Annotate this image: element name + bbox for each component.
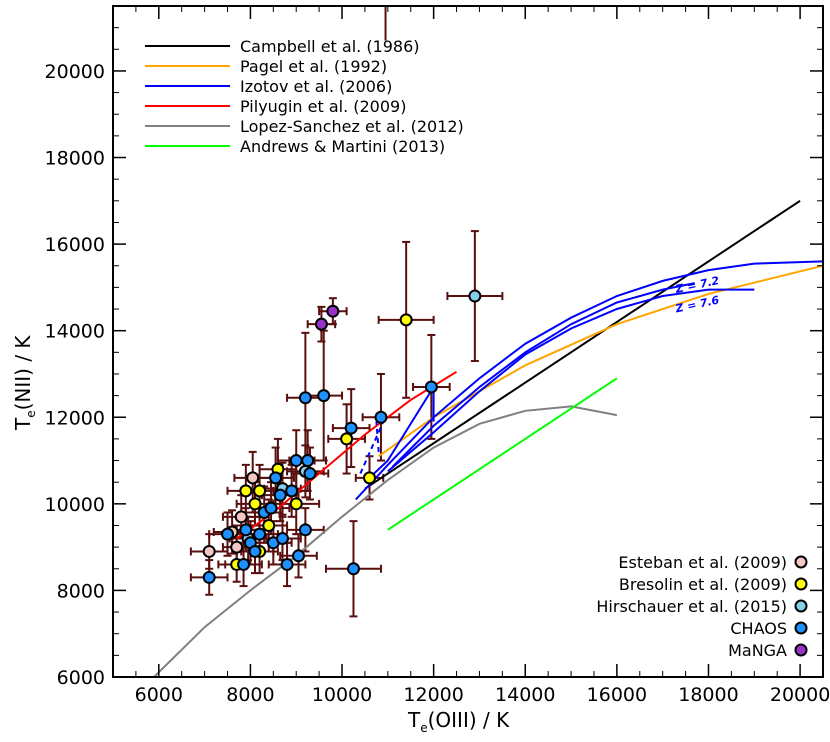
data-point xyxy=(248,497,262,511)
data-point xyxy=(289,454,303,468)
legend-label: Lopez-Sanchez et al. (2012) xyxy=(240,117,464,136)
data-point xyxy=(239,523,253,537)
data-point xyxy=(317,389,331,403)
x-tick-label: 14000 xyxy=(495,684,555,706)
legend-marker xyxy=(794,555,808,569)
data-point xyxy=(221,527,235,541)
x-axis-title-rest: (OIII) / K xyxy=(428,708,510,732)
data-point xyxy=(264,501,278,515)
y-tick-label: 10000 xyxy=(45,494,105,516)
izotov-curve xyxy=(387,288,755,473)
data-point xyxy=(314,317,328,331)
x-tick-label: 8000 xyxy=(226,684,274,706)
data-point xyxy=(269,471,283,485)
y-tick-label: 20000 xyxy=(45,61,105,83)
data-point xyxy=(246,471,260,485)
x-tick-label: 10000 xyxy=(312,684,372,706)
x-tick-label: 16000 xyxy=(587,684,647,706)
x-tick-label: 6000 xyxy=(135,684,183,706)
legend-label: Izotov et al. (2006) xyxy=(240,77,392,96)
x-axis-title: Te(OIII) / K xyxy=(407,708,510,735)
x-axis-title-sub: e xyxy=(420,721,427,735)
legend-marker xyxy=(794,577,808,591)
data-point xyxy=(292,549,306,563)
legend-label: Hirschauer et al. (2015) xyxy=(596,597,787,616)
y-tick-label: 6000 xyxy=(57,667,105,689)
axes: 6000 8000 10000 12000 14000 16000 18000 20000 60… xyxy=(45,5,830,706)
legend-marker xyxy=(794,643,808,657)
relation-curve xyxy=(378,264,823,458)
legend-label: Bresolin et al. (2009) xyxy=(619,575,787,594)
x-tick-label: 12000 xyxy=(403,684,463,706)
data-point xyxy=(468,289,482,303)
y-axis-title-main: T xyxy=(11,417,35,431)
data-point xyxy=(237,557,251,571)
data-point xyxy=(253,484,267,498)
data-point xyxy=(280,557,294,571)
data-point xyxy=(202,570,216,584)
y-tick-label: 14000 xyxy=(45,321,105,343)
plot-frame xyxy=(112,5,824,678)
axis-titles: Te(OIII) / KTe(NII) / K xyxy=(11,335,510,735)
data-point xyxy=(363,471,377,485)
relation-curve xyxy=(355,260,823,501)
y-axis-title-sub: e xyxy=(24,410,38,417)
data-point xyxy=(262,518,276,532)
data-point xyxy=(326,304,340,318)
data-point xyxy=(275,531,289,545)
y-tick-label: 8000 xyxy=(57,580,105,602)
izotov-curve xyxy=(391,282,695,468)
legend-label: CHAOS xyxy=(730,619,787,638)
data-point xyxy=(301,454,315,468)
data-point xyxy=(298,391,312,405)
legend-label: Campbell et al. (1986) xyxy=(240,37,420,56)
relation-curve xyxy=(364,199,801,490)
y-axis-title: Te(NII) / K xyxy=(11,335,38,431)
data-point xyxy=(399,313,413,327)
y-axis-title-rest: (NII) / K xyxy=(11,335,35,411)
y-tick-label: 12000 xyxy=(45,407,105,429)
data-point xyxy=(230,540,244,554)
relation-curves xyxy=(152,199,823,677)
data-point xyxy=(248,544,262,558)
legend-label: Esteban et al. (2009) xyxy=(618,553,787,572)
data-point xyxy=(239,484,253,498)
data-point xyxy=(285,484,299,498)
x-tick-label: 18000 xyxy=(678,684,738,706)
legend-marker xyxy=(794,599,808,613)
data-point xyxy=(289,497,303,511)
data-point xyxy=(344,421,358,435)
relation-curve xyxy=(387,377,618,531)
data-point xyxy=(346,562,360,576)
legend-label: MaNGA xyxy=(728,641,787,660)
data-point xyxy=(303,467,317,481)
y-tick-label: 18000 xyxy=(45,148,105,170)
legend-marker xyxy=(794,621,808,635)
legend-label: Pilyugin et al. (2009) xyxy=(240,97,406,116)
data-point xyxy=(273,488,287,502)
legend-label: Andrews & Martini (2013) xyxy=(240,137,445,156)
data-point xyxy=(424,380,438,394)
izotov-dashed xyxy=(359,421,385,474)
data-point xyxy=(374,410,388,424)
data-point xyxy=(202,544,216,558)
x-tick-label: 20000 xyxy=(770,684,830,706)
x-axis-title-main: T xyxy=(407,708,421,732)
izotov-curve xyxy=(364,386,435,483)
legend-label: Pagel et al. (1992) xyxy=(240,57,387,76)
relation-curve xyxy=(152,405,618,677)
data-point xyxy=(340,432,354,446)
data-point xyxy=(298,523,312,537)
legend-relations: Campbell et al. (1986)Pagel et al. (1992… xyxy=(145,37,464,156)
data-points xyxy=(202,289,482,584)
data-point xyxy=(253,527,267,541)
y-tick-label: 16000 xyxy=(45,234,105,256)
data-point xyxy=(234,510,248,524)
legend-samples: Esteban et al. (2009) Bresolin et al. (20… xyxy=(596,553,808,660)
